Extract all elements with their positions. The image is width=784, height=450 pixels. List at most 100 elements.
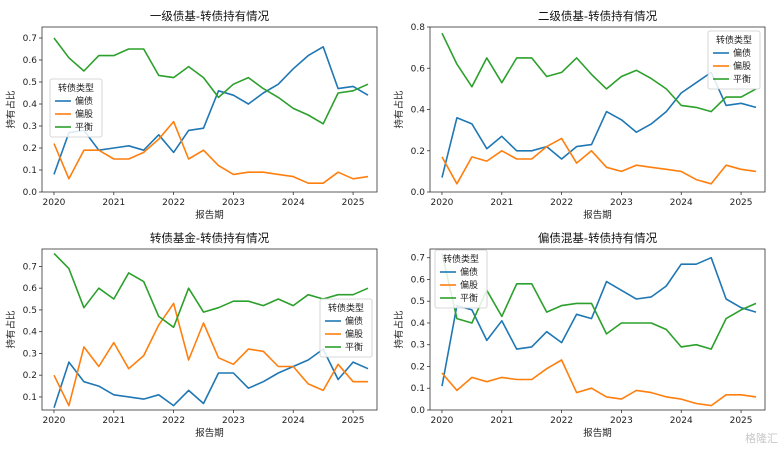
x-tick-label: 2020: [43, 416, 66, 426]
legend-entry: 偏股: [75, 108, 93, 120]
x-tick-label: 2024: [282, 198, 305, 208]
x-tick-label: 2025: [730, 198, 753, 208]
x-tick-label: 2021: [490, 416, 513, 426]
y-tick-label: 0.2: [411, 147, 425, 157]
y-tick-label: 0.5: [411, 297, 425, 307]
y-tick-label: 0.1: [23, 393, 37, 403]
y-axis-label: 持有占比: [393, 310, 405, 348]
x-tick-label: 2020: [431, 416, 454, 426]
series-line-偏债: [53, 348, 369, 409]
y-tick-label: 0.6: [23, 56, 38, 66]
series-line-偏债: [53, 45, 369, 175]
subplot-4: 偏债混基-转债持有情况 0.0 0.1 0.2 0.3 0.4 0.5 0.6 0.7 2020 2…: [393, 231, 766, 439]
x-tick-label: 2021: [102, 198, 125, 208]
legend-box: [49, 78, 103, 138]
x-axis-label: 报告期: [583, 209, 612, 221]
legend-box: [434, 249, 488, 309]
y-tick-label: 0.0: [23, 188, 38, 198]
y-tick-label: 0.2: [23, 371, 37, 381]
y-tick-label: 0.4: [23, 100, 38, 110]
legend-entry: 平衡: [75, 121, 93, 133]
x-tick-label: 2023: [222, 198, 245, 208]
y-tick-label: 0.8: [411, 23, 426, 33]
y-tick-label: 0.6: [23, 284, 38, 294]
legend-title: 转债类型: [716, 34, 752, 46]
y-tick-label: 0.7: [411, 254, 425, 264]
chart-title: 二级债基-转债持有情况: [538, 9, 658, 23]
y-axis-label: 持有占比: [393, 90, 405, 128]
legend-box: [319, 298, 373, 358]
y-axis-label: 持有占比: [5, 310, 17, 348]
y-tick-label: 0.4: [411, 106, 426, 116]
y-tick-label: 0.2: [411, 362, 425, 372]
x-tick-label: 2023: [610, 416, 633, 426]
series-line-偏债: [441, 71, 757, 178]
x-tick-label: 2024: [670, 198, 693, 208]
x-tick-label: 2022: [162, 416, 185, 426]
series-line-偏股: [441, 359, 757, 407]
x-tick-label: 2023: [610, 198, 633, 208]
x-tick-label: 2020: [43, 198, 66, 208]
legend-entry: 偏股: [460, 279, 478, 291]
chart-title: 偏债混基-转债持有情况: [538, 231, 658, 245]
series-line-偏股: [53, 120, 369, 184]
x-tick-label: 2023: [222, 416, 245, 426]
series-line-平衡: [53, 252, 369, 329]
y-tick-label: 0.0: [411, 188, 426, 198]
x-tick-label: 2025: [730, 416, 753, 426]
legend-title: 转债类型: [443, 253, 479, 265]
series-line-平衡: [53, 37, 369, 125]
x-tick-label: 2022: [162, 198, 185, 208]
x-tick-label: 2022: [550, 198, 573, 208]
series-line-平衡: [441, 253, 757, 350]
y-tick-label: 0.3: [23, 349, 37, 359]
x-tick-label: 2025: [342, 416, 365, 426]
y-tick-label: 0.4: [411, 319, 426, 329]
legend-title: 转债类型: [58, 82, 94, 94]
series-line-偏股: [53, 302, 368, 407]
legend-entry: 平衡: [460, 292, 478, 304]
x-tick-label: 2020: [431, 198, 454, 208]
y-tick-label: 0.3: [411, 341, 425, 351]
axes-frame: [41, 26, 378, 193]
y-tick-label: 0.6: [411, 64, 426, 74]
legend-box: [707, 30, 761, 90]
x-tick-label: 2021: [102, 416, 125, 426]
chart-title: 转债基金-转债持有情况: [150, 231, 270, 245]
x-tick-label: 2024: [282, 416, 305, 426]
x-tick-label: 2022: [550, 416, 573, 426]
subplot-1: 一级债基-转债持有情况 0.0 0.1 0.2 0.3 0.4 0.5 0.6 0.7 2020 2…: [5, 9, 378, 221]
legend-entry: 偏债: [75, 95, 93, 107]
y-tick-label: 0.7: [23, 34, 37, 44]
legend-entry: 平衡: [733, 73, 751, 85]
x-axis-label: 报告期: [195, 427, 224, 439]
legend-entry: 偏债: [460, 266, 478, 278]
legend-entry: 偏债: [345, 315, 363, 327]
x-tick-label: 2024: [670, 416, 693, 426]
watermark: 格隆汇: [745, 432, 778, 445]
y-tick-label: 0.4: [23, 328, 38, 338]
legend-entry: 偏股: [733, 60, 751, 72]
y-tick-label: 0.7: [23, 262, 37, 272]
subplot-2: 二级债基-转债持有情况 0.0 0.2 0.4 0.6 0.8 2020 2021 2022 20…: [393, 9, 766, 221]
x-tick-label: 2021: [490, 198, 513, 208]
y-tick-label: 0.2: [23, 144, 37, 154]
y-tick-label: 0.5: [23, 306, 37, 316]
series-line-偏债: [441, 256, 757, 387]
y-tick-label: 0.5: [23, 78, 37, 88]
x-axis-label: 报告期: [195, 209, 224, 221]
axes-frame: [429, 248, 766, 411]
legend-entry: 偏债: [733, 47, 751, 59]
legend-entry: 偏股: [345, 328, 363, 340]
axes-frame: [41, 248, 378, 411]
y-tick-label: 0.1: [23, 166, 37, 176]
y-tick-label: 0.3: [23, 122, 37, 132]
y-tick-label: 0.6: [411, 275, 426, 285]
subplot-3: 转债基金-转债持有情况 0.1 0.2 0.3 0.4 0.5 0.6 0.7 2020 2021…: [5, 231, 378, 439]
series-line-平衡: [441, 32, 757, 113]
y-axis-label: 持有占比: [5, 90, 17, 128]
